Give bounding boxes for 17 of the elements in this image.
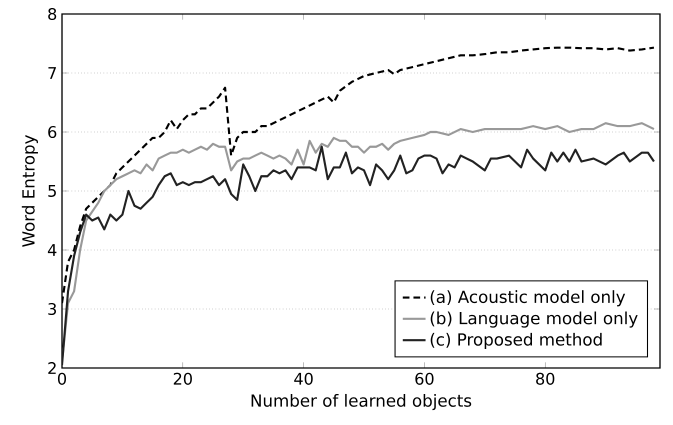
legend-label: (a) Acoustic model only [430, 290, 626, 306]
x-tick-label: 40 [294, 372, 313, 385]
x-tick-label: 20 [174, 372, 192, 385]
y-tick-label: 5 [48, 185, 56, 197]
y-tick-label: 6 [48, 126, 56, 138]
legend-label: (c) Proposed method [430, 332, 602, 349]
y-axis-title: Word Entropy [22, 135, 38, 247]
legend-label: (b) Language model only [430, 312, 638, 328]
y-tick-label: 3 [48, 302, 56, 316]
y-tick-label: 2 [48, 362, 56, 374]
y-tick-label: 8 [48, 8, 56, 20]
x-tick-label: 60 [415, 372, 434, 385]
x-tick-label: 0 [58, 372, 66, 385]
x-axis-title: Number of learned objects [252, 394, 472, 410]
y-tick-label: 7 [48, 67, 56, 79]
x-tick-label: 80 [536, 372, 554, 385]
y-tick-label: 4 [48, 244, 56, 256]
